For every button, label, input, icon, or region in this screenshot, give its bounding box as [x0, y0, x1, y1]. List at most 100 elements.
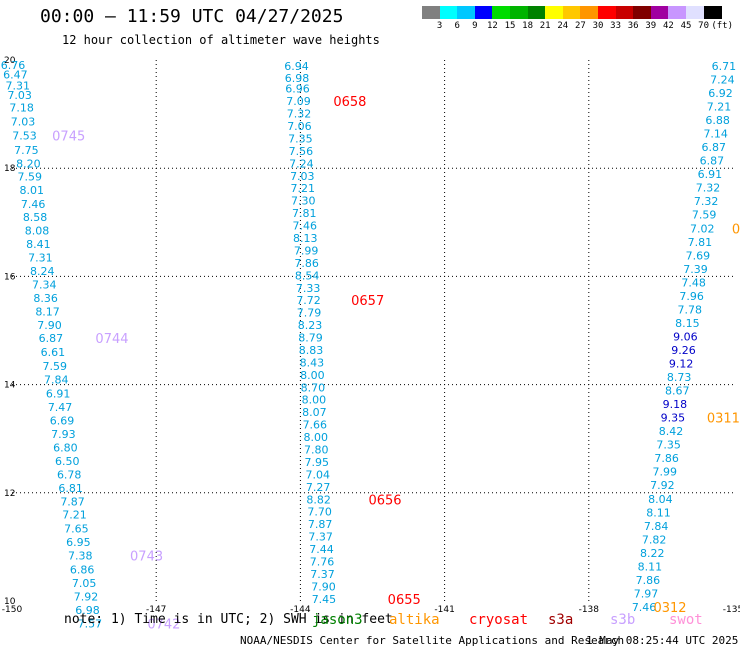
pass-time-label: 0310: [732, 222, 740, 237]
pass-time-label: 0311: [707, 412, 740, 427]
legend-altika: altika: [389, 612, 440, 628]
wave-height-value: 8.04: [648, 493, 673, 506]
wave-height-value: 7.99: [652, 466, 677, 479]
wave-height-value: 7.30: [291, 195, 316, 208]
wave-height-value: 7.03: [7, 89, 32, 102]
wave-height-value: 8.00: [300, 369, 325, 382]
wave-height-value: 7.46: [292, 220, 317, 233]
wave-height-value: 7.46: [21, 198, 46, 211]
wave-height-value: 6.98: [285, 72, 310, 85]
wave-height-value: 8.13: [293, 232, 318, 245]
colorbar-label: 42: [662, 21, 674, 31]
wave-height-value: 7.27: [306, 481, 331, 494]
wave-height-value: 7.37: [310, 568, 335, 581]
wave-height-value: 7.39: [683, 263, 708, 276]
wave-height-value: 7.44: [309, 543, 334, 556]
wave-height-value: 7.02: [690, 222, 715, 235]
wave-height-value: 9.06: [673, 330, 698, 343]
wave-height-value: 7.31: [28, 251, 53, 264]
pass-time-label: 0656: [368, 493, 401, 508]
colorbar-label: 3: [436, 21, 443, 31]
y-tick-label: 12: [4, 489, 15, 499]
wave-height-value: 8.17: [35, 306, 60, 319]
colorbar-label: 70: [698, 21, 710, 31]
wave-height-value: 7.03: [290, 170, 315, 183]
wave-height-value: 7.79: [297, 307, 322, 320]
colorbar-label: 15: [504, 21, 516, 31]
wave-height-value: 7.76: [310, 556, 335, 569]
x-tick-label: -147: [146, 605, 166, 615]
wave-height-value: 7.21: [291, 182, 316, 195]
wave-height-value: 7.35: [656, 439, 681, 452]
wave-height-value: 7.21: [62, 508, 87, 521]
colorbar-unit: (ft): [711, 21, 734, 31]
wave-height-value: 8.08: [25, 224, 50, 237]
wave-height-value: 8.83: [299, 344, 324, 357]
wave-height-value: 7.90: [311, 580, 336, 593]
wave-height-value: 7.78: [677, 303, 702, 316]
colorbar-label: 33: [610, 21, 622, 31]
wave-height-value: 7.66: [303, 419, 328, 432]
wave-height-value: 8.00: [302, 394, 327, 407]
colorbar-swatch: [580, 6, 599, 19]
footer-note: note: 1) Time is in UTC; 2) SWH is in fe…: [64, 612, 393, 627]
wave-height-value: 6.80: [53, 441, 78, 454]
legend-cryosat: cryosat: [469, 612, 529, 628]
y-tick-label: 16: [4, 272, 16, 282]
wave-height-value: 7.86: [654, 452, 679, 465]
wave-height-value: 7.87: [60, 495, 85, 508]
wave-height-value: 7.09: [286, 95, 311, 108]
wave-height-value: 7.32: [696, 182, 721, 195]
wave-height-value: 7.04: [305, 468, 330, 481]
wave-height-value: 7.97: [634, 587, 659, 600]
y-tick-label: 20: [4, 56, 16, 66]
wave-height-value: 7.95: [304, 456, 329, 469]
wave-height-value: 7.32: [694, 195, 719, 208]
wave-height-value: 7.35: [288, 132, 313, 145]
footer-credit: NOAA/NESDIS Center for Satellite Applica…: [240, 634, 625, 647]
wave-height-value: 6.94: [284, 60, 309, 73]
wave-height-value: 7.99: [294, 244, 319, 257]
colorbar-swatch: [598, 6, 616, 19]
wave-height-value: 7.14: [703, 128, 728, 141]
pass-time-label: 0657: [351, 294, 384, 309]
wave-height-value: 8.20: [16, 157, 41, 170]
x-tick-label: -141: [434, 605, 454, 615]
wave-height-value: 7.80: [304, 444, 329, 457]
wave-height-value: 6.61: [41, 346, 66, 359]
colorbar-swatch: [510, 6, 528, 19]
colorbar-swatch: [545, 6, 564, 19]
wave-height-value: 7.45: [312, 593, 337, 606]
colorbar-swatch: [527, 6, 546, 19]
legend-swot: swot: [669, 612, 703, 628]
wave-height-value: 7.70: [307, 506, 332, 519]
footer-timestamp: 1 May 08:25:44 UTC 2025: [586, 634, 739, 647]
pass-time-label: 0658: [333, 95, 366, 110]
x-tick-label: -150: [2, 605, 23, 615]
wave-height-value: 7.34: [32, 279, 57, 292]
wave-height-value: 8.23: [298, 319, 323, 332]
colorbar-swatch: [492, 6, 511, 19]
wave-height-value: 7.03: [11, 116, 36, 129]
wave-height-value: 7.38: [68, 550, 93, 563]
colorbar-label: 36: [627, 21, 639, 31]
wave-height-value: 7.37: [308, 531, 333, 544]
wave-height-value: 9.18: [663, 398, 688, 411]
colorbar-label: 12: [486, 21, 498, 31]
wave-height-value: 8.07: [302, 406, 327, 419]
wave-height-value: 7.93: [51, 428, 76, 441]
colorbar-label: 30: [592, 21, 604, 31]
wave-height-value: 8.43: [300, 356, 325, 369]
wave-height-value: 6.87: [700, 155, 725, 168]
colorbar-swatch: [422, 6, 440, 19]
legend-jason3: jason3: [312, 612, 363, 628]
wave-height-value: 6.92: [708, 87, 733, 100]
wave-height-value: 7.56: [289, 145, 314, 158]
y-tick-label: 18: [4, 164, 16, 174]
wave-height-value: 8.41: [26, 238, 51, 251]
wave-height-value: 7.05: [72, 577, 97, 590]
wave-height-value: 7.06: [287, 120, 312, 133]
colorbar-swatch: [633, 6, 652, 19]
wave-height-value: 6.98: [75, 604, 100, 617]
